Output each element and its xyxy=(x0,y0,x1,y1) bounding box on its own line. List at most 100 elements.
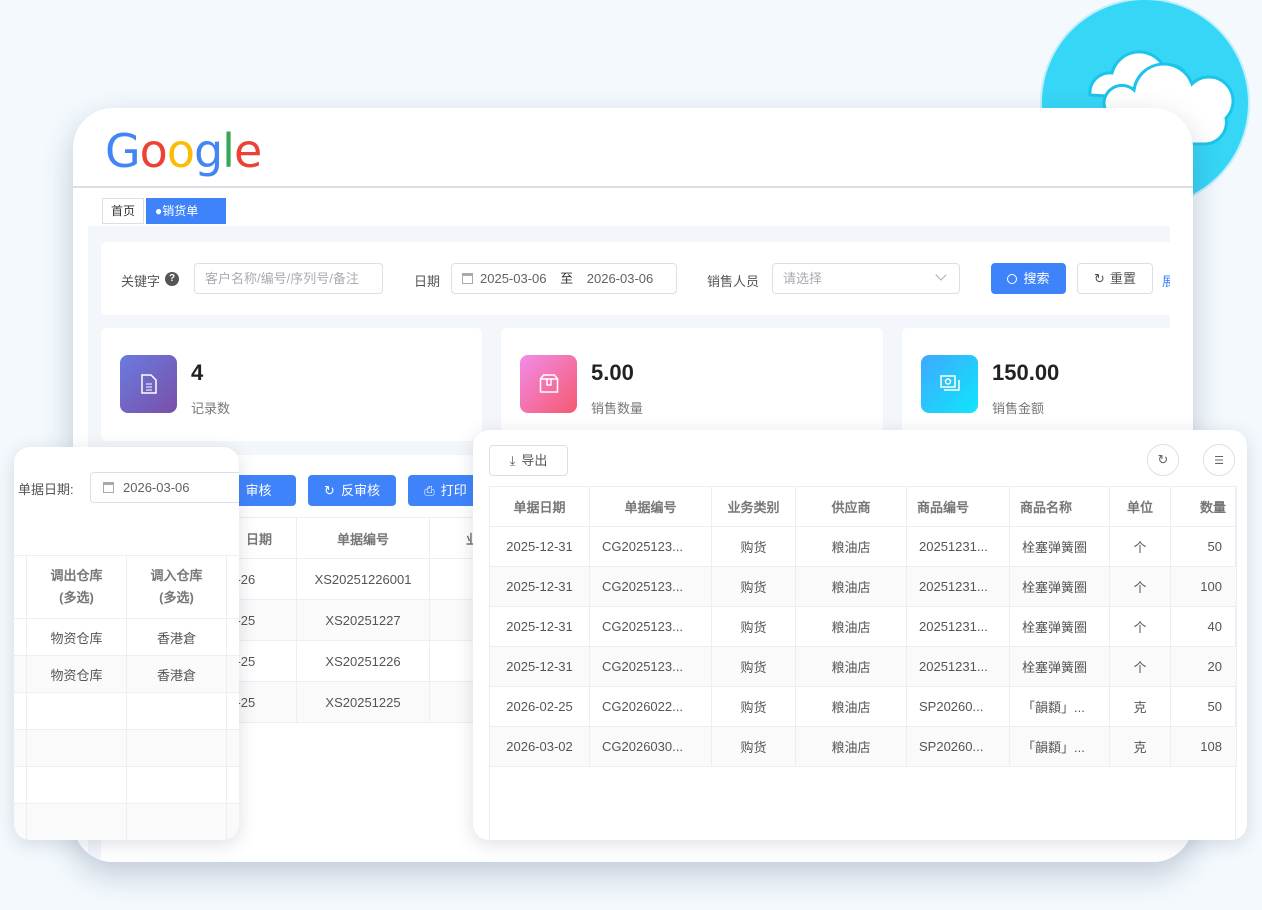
table-cell: 购货 xyxy=(711,526,796,567)
column-header[interactable]: 单据编号 xyxy=(296,517,430,559)
transfer-panel: 单据日期: 2026-03-06 调出仓库 (多选) 调入仓库 (多选) 物资仓库香… xyxy=(14,447,239,840)
table-cell: 粮油店 xyxy=(795,726,907,767)
table-cell: 购货 xyxy=(711,566,796,607)
column-header[interactable]: 单位 xyxy=(1109,486,1171,527)
table-cell: CG2025123... xyxy=(589,646,712,687)
table-row[interactable]: 2026-02-25 CG2026022... 购货 粮油店 SP20260... 「韻纇… xyxy=(489,686,1237,727)
keyword-label: 关键字 xyxy=(121,274,161,289)
table-cell: XS20251225 xyxy=(296,681,430,723)
print-button[interactable]: ⎙ 打印 xyxy=(408,475,483,506)
tab-label: 首页 xyxy=(111,204,136,218)
table-cell: 2026-02-25 xyxy=(489,686,590,727)
table-row[interactable] xyxy=(14,803,239,840)
expand-link[interactable]: 展开 xyxy=(1162,274,1170,289)
tab-home[interactable]: 首页 xyxy=(102,198,145,224)
table-cell: 50 xyxy=(1170,686,1237,727)
table-row[interactable]: 2025-12-31 CG2025123... 购货 粮油店 20251231... 栓塞… xyxy=(489,566,1237,607)
salesperson-select[interactable]: 请选择 xyxy=(772,263,960,294)
filter-card: 关键字 ? 客户名称/编号/序列号/备注 日期 2025-03-06 至 202… xyxy=(101,242,1170,315)
table-cell: 2025-12-31 xyxy=(489,606,590,647)
table-row[interactable]: 2025-12-31 CG2025123... 购货 粮油店 20251231... 栓塞… xyxy=(489,526,1237,567)
document-date-input[interactable]: 2026-03-06 xyxy=(90,472,239,503)
table-row[interactable] xyxy=(14,729,239,767)
table-cell: 粮油店 xyxy=(795,606,907,647)
search-icon xyxy=(1007,274,1018,284)
table-header-row: 调出仓库 (多选) 调入仓库 (多选) xyxy=(14,555,239,619)
table-cell xyxy=(26,766,127,804)
table-cell xyxy=(126,692,227,730)
tab-sales-order[interactable]: ●销货单 × xyxy=(146,198,226,242)
calendar-icon xyxy=(103,482,114,493)
table-cell: 购货 xyxy=(711,686,796,727)
column-header[interactable]: 单据编号 xyxy=(589,486,712,527)
refresh-button[interactable]: ↻ xyxy=(1147,444,1179,476)
table-cell: 个 xyxy=(1109,526,1171,567)
table-cell xyxy=(126,729,227,767)
table-cell: 「韻纇」... xyxy=(1009,726,1110,767)
table-cell: 2025-12-31 xyxy=(489,646,590,687)
date-end: 2026-03-06 xyxy=(586,271,654,286)
table-cell xyxy=(14,655,27,693)
table-cell: 栓塞弹簧圈 xyxy=(1009,606,1110,647)
reset-button[interactable]: ↻ 重置 xyxy=(1077,263,1153,294)
table-row[interactable] xyxy=(14,766,239,804)
table-cell: 20251231... xyxy=(906,566,1010,607)
column-header-in-warehouse[interactable]: 调入仓库 (多选) xyxy=(126,555,227,619)
table-cell xyxy=(226,766,239,804)
table-cell: 物资仓库 xyxy=(26,655,127,693)
table-cell: 购货 xyxy=(711,726,796,767)
table-row[interactable]: 物资仓库 香港倉 xyxy=(14,618,239,656)
column-header[interactable]: 单据日期 xyxy=(489,486,590,527)
document-icon xyxy=(120,355,177,413)
document-date-label: 单据日期: xyxy=(18,482,74,497)
table-cell: 粮油店 xyxy=(795,526,907,567)
date-start: 2025-03-06 xyxy=(480,271,547,286)
export-label: 导出 xyxy=(521,453,548,468)
purchase-panel: ⤓ 导出 ↻ ☰ 单据日期 单据编号 业务类别 供应商 商品编号 商品名称 单位 数量 2025… xyxy=(473,430,1247,840)
refresh-icon: ↻ xyxy=(1094,271,1105,286)
date-range-input[interactable]: 2025-03-06 至 2026-03-06 xyxy=(451,263,677,294)
column-header[interactable]: 数量 xyxy=(1170,486,1237,527)
table-cell: 香港倉 xyxy=(126,618,227,656)
stat-card-records: 4 记录数 xyxy=(101,328,482,441)
table-row[interactable]: 2025-12-31 CG2025123... 购货 粮油店 20251231... 栓塞… xyxy=(489,606,1237,647)
chevron-down-icon xyxy=(935,269,947,281)
table-cell: XS20251226 xyxy=(296,640,430,682)
table-row[interactable] xyxy=(14,692,239,730)
table-row[interactable]: 2026-03-02 CG2026030... 购货 粮油店 SP20260... 「韻纇… xyxy=(489,726,1237,767)
download-icon: ⤓ xyxy=(509,453,516,468)
column-header[interactable]: 业务类别 xyxy=(711,486,796,527)
table-cell xyxy=(226,729,239,767)
printer-icon: ⎙ xyxy=(424,483,435,498)
column-header[interactable]: 商品编号 xyxy=(906,486,1010,527)
table-cell: 粮油店 xyxy=(795,646,907,687)
column-settings-button[interactable]: ☰ xyxy=(1203,444,1235,476)
export-button[interactable]: ⤓ 导出 xyxy=(489,445,568,476)
table-cell: 「韻纇」... xyxy=(1009,686,1110,727)
help-icon[interactable]: ? xyxy=(165,272,179,286)
table-row[interactable]: 2025-12-31 CG2025123... 购货 粮油店 20251231... 栓塞… xyxy=(489,646,1237,687)
table-cell: 50 xyxy=(1170,526,1237,567)
google-logo: Google xyxy=(105,124,262,178)
table-cell xyxy=(14,692,27,730)
column-header-out-warehouse[interactable]: 调出仓库 (多选) xyxy=(26,555,127,619)
table-cell: CG2026030... xyxy=(589,726,712,767)
unaudit-button[interactable]: ↻ 反审核 xyxy=(308,475,396,506)
table-cell xyxy=(126,766,227,804)
column-header[interactable]: 商品名称 xyxy=(1009,486,1110,527)
table-row[interactable]: 物资仓库 香港倉 xyxy=(14,655,239,693)
table-cell: XS20251227 xyxy=(296,599,430,641)
stat-value: 5.00 xyxy=(591,360,634,385)
column-header[interactable]: 供应商 xyxy=(795,486,907,527)
table-cell: XS20251226001 xyxy=(296,558,430,600)
keyword-input[interactable]: 客户名称/编号/序列号/备注 xyxy=(194,263,383,294)
warehouse-table: 调出仓库 (多选) 调入仓库 (多选) 物资仓库 香港倉 物资仓库 香港倉 xyxy=(14,555,239,840)
table-cell: 栓塞弹簧圈 xyxy=(1009,646,1110,687)
unaudit-label: 反审核 xyxy=(340,483,380,498)
table-cell: 20251231... xyxy=(906,526,1010,567)
salesperson-label: 销售人员 xyxy=(707,274,760,289)
stat-value: 150.00 xyxy=(992,360,1060,385)
table-cell xyxy=(14,729,27,767)
search-button[interactable]: 搜索 xyxy=(991,263,1066,294)
table-cell xyxy=(14,618,27,656)
